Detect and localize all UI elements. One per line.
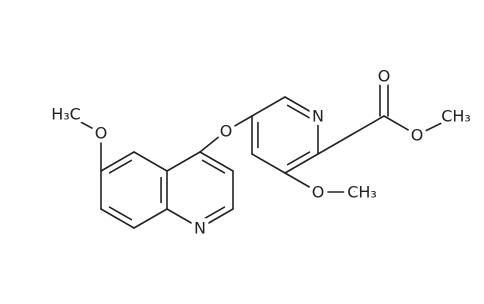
bond: [286, 151, 311, 166]
bond: [100, 151, 135, 172]
bond: [65, 113, 102, 134]
bond: [383, 115, 418, 136]
bond: [201, 206, 226, 221]
bond: [350, 115, 385, 136]
nitrogen-label: N: [194, 219, 206, 238]
bond: [133, 208, 168, 229]
bonds: [65, 75, 457, 229]
bond: [108, 206, 133, 221]
bond: [133, 151, 168, 172]
atom-labels: H₃C O N O N O CH₃ O O CH₃: [47, 63, 475, 242]
bond: [284, 153, 319, 174]
bond: [416, 115, 457, 136]
methyl-label: H₃C: [51, 105, 81, 124]
oxygen-label: O: [312, 183, 325, 202]
bond: [199, 130, 227, 153]
oxygen-label: O: [220, 122, 233, 141]
oxygen-label: O: [411, 126, 424, 145]
bond: [166, 151, 201, 172]
bond: [284, 172, 319, 193]
bond: [199, 151, 234, 172]
bond: [317, 134, 352, 155]
bond: [166, 208, 201, 229]
methyl-label: CH₃: [441, 107, 471, 126]
bond: [286, 104, 311, 119]
bond: [251, 153, 286, 174]
bond: [199, 208, 234, 229]
oxygen-label: O: [378, 67, 391, 86]
bond: [251, 96, 286, 117]
bond: [108, 159, 133, 174]
bond: [201, 159, 226, 174]
methyl-label: CH₃: [347, 183, 377, 202]
oxygen-label: O: [95, 124, 108, 143]
bond: [284, 96, 319, 117]
nitrogen-label: N: [312, 107, 324, 126]
bond: [100, 208, 135, 229]
bond: [225, 115, 253, 132]
